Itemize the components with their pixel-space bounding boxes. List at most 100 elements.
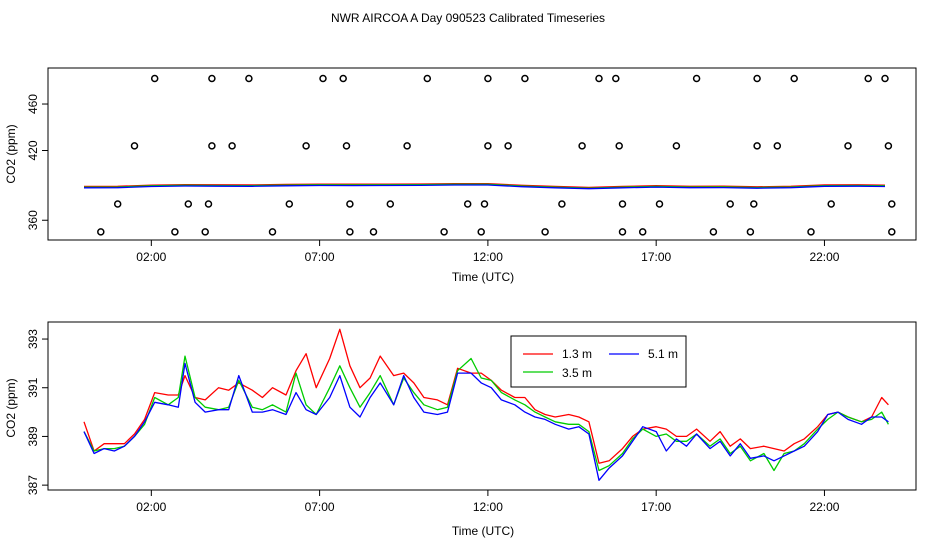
timeseries-y-tick-label: 391 <box>26 377 40 397</box>
timeseries-x-tick-label: 12:00 <box>473 500 503 514</box>
calibration-point <box>423 74 432 83</box>
calibration-point <box>201 228 209 236</box>
timeseries-marks <box>83 328 889 481</box>
timeseries-axes: 02:00 07:00 12:00 17:00 22:00 387 389 391 393 <box>26 329 840 514</box>
calibration-point <box>208 142 216 150</box>
calibration-axes: 02:00 07:00 12:00 17:00 22:00 360 420 460 <box>26 94 840 264</box>
timeseries-panel: 02:00 07:00 12:00 17:00 22:00 387 389 391 393 Ti… <box>4 321 917 538</box>
calibration-y-tick-label: 420 <box>26 140 40 160</box>
calibration-point <box>618 200 627 208</box>
calibration-point <box>97 228 105 236</box>
calibration-point <box>615 142 623 150</box>
calibration-point <box>130 142 139 150</box>
calibration-point <box>753 142 761 150</box>
timeseries-y-tick-label: 387 <box>26 475 40 495</box>
calibration-point <box>888 200 896 208</box>
calibration-point <box>113 200 122 208</box>
calibration-point <box>807 228 815 236</box>
figure-title: NWR AIRCOA A Day 090523 Calibrated Times… <box>331 11 605 25</box>
calibration-mean-line <box>83 182 886 189</box>
calibration-point <box>884 142 893 150</box>
calibration-x-tick-label: 02:00 <box>136 250 166 264</box>
calibration-point <box>302 142 310 150</box>
timeseries-x-tick-label: 17:00 <box>641 500 671 514</box>
calibration-point <box>184 200 193 208</box>
calibration-y-tick-label: 360 <box>26 210 40 230</box>
calibration-point <box>477 228 485 236</box>
calibration-x-tick-label: 12:00 <box>473 250 503 264</box>
series-line-5-1-m <box>83 362 889 481</box>
calibration-point <box>790 74 798 83</box>
calibration-point <box>346 228 354 236</box>
legend-label-1-3m: 1.3 m <box>562 347 592 361</box>
timeseries-x-tick-label: 22:00 <box>809 500 839 514</box>
calibration-point <box>521 74 529 83</box>
calibration-point <box>844 142 852 150</box>
calibration-point <box>440 228 448 236</box>
timeseries-y-axis-label: CO2 (ppm) <box>4 378 18 437</box>
calibration-point <box>342 142 351 150</box>
calibration-x-axis-label: Time (UTC) <box>452 270 514 284</box>
calibration-point <box>709 228 718 236</box>
calibration-point <box>504 142 512 150</box>
calibration-point <box>285 200 294 208</box>
calibration-marks <box>83 74 896 236</box>
calibration-mean-line <box>83 184 886 190</box>
legend-box <box>510 335 687 388</box>
calibration-point <box>319 74 327 83</box>
calibration-point <box>208 74 216 83</box>
calibration-point <box>578 142 586 150</box>
calibration-point <box>245 74 253 83</box>
calibration-point <box>403 142 411 150</box>
calibration-point <box>612 74 620 83</box>
calibration-point <box>339 74 347 83</box>
calibration-x-tick-label: 07:00 <box>305 250 335 264</box>
calibration-point <box>228 142 236 150</box>
calibration-point <box>881 74 889 83</box>
calibration-point <box>773 142 782 150</box>
calibration-point <box>827 200 835 208</box>
calibration-point <box>150 74 159 83</box>
calibration-point <box>746 228 755 236</box>
calibration-point <box>463 200 472 208</box>
calibration-point <box>268 228 277 236</box>
calibration-point <box>726 200 734 208</box>
calibration-y-axis-label: CO2 (ppm) <box>4 124 18 183</box>
calibration-plot-frame <box>47 67 917 241</box>
calibration-point <box>750 200 758 208</box>
calibration-point <box>480 200 489 208</box>
calibration-point <box>369 228 378 236</box>
calibration-point <box>753 74 761 83</box>
calibration-x-tick-label: 17:00 <box>641 250 671 264</box>
calibration-point <box>484 142 492 150</box>
calibration-x-tick-label: 22:00 <box>809 250 839 264</box>
calibration-point <box>558 200 566 208</box>
calibration-point <box>888 228 896 236</box>
calibration-y-tick-label: 460 <box>26 94 40 114</box>
timeseries-x-tick-label: 07:00 <box>305 500 335 514</box>
timeseries-x-tick-label: 02:00 <box>136 500 166 514</box>
calibration-point <box>204 200 213 208</box>
calibration-mean-line <box>83 183 886 189</box>
series-line-1-3-m <box>83 328 889 464</box>
calibration-point <box>171 228 179 236</box>
legend: 1.3 m 5.1 m 3.5 m <box>510 335 687 388</box>
calibration-point <box>484 74 492 83</box>
calibration-point <box>864 74 872 83</box>
calibration-point <box>595 74 603 83</box>
timeseries-y-tick-label: 393 <box>26 329 40 349</box>
calibration-point <box>386 200 395 208</box>
timeseries-x-axis-label: Time (UTC) <box>452 524 514 538</box>
calibration-point <box>618 228 627 236</box>
timeseries-y-tick-label: 389 <box>26 426 40 446</box>
legend-label-3-5m: 3.5 m <box>562 366 592 380</box>
calibration-point <box>638 228 647 236</box>
calibration-point <box>672 142 681 150</box>
calibration-point <box>346 200 354 208</box>
calibration-point <box>541 228 549 236</box>
calibration-point <box>692 74 701 83</box>
series-line-3-5-m <box>83 355 889 472</box>
legend-label-5-1m: 5.1 m <box>648 347 678 361</box>
calibration-point <box>655 200 664 208</box>
